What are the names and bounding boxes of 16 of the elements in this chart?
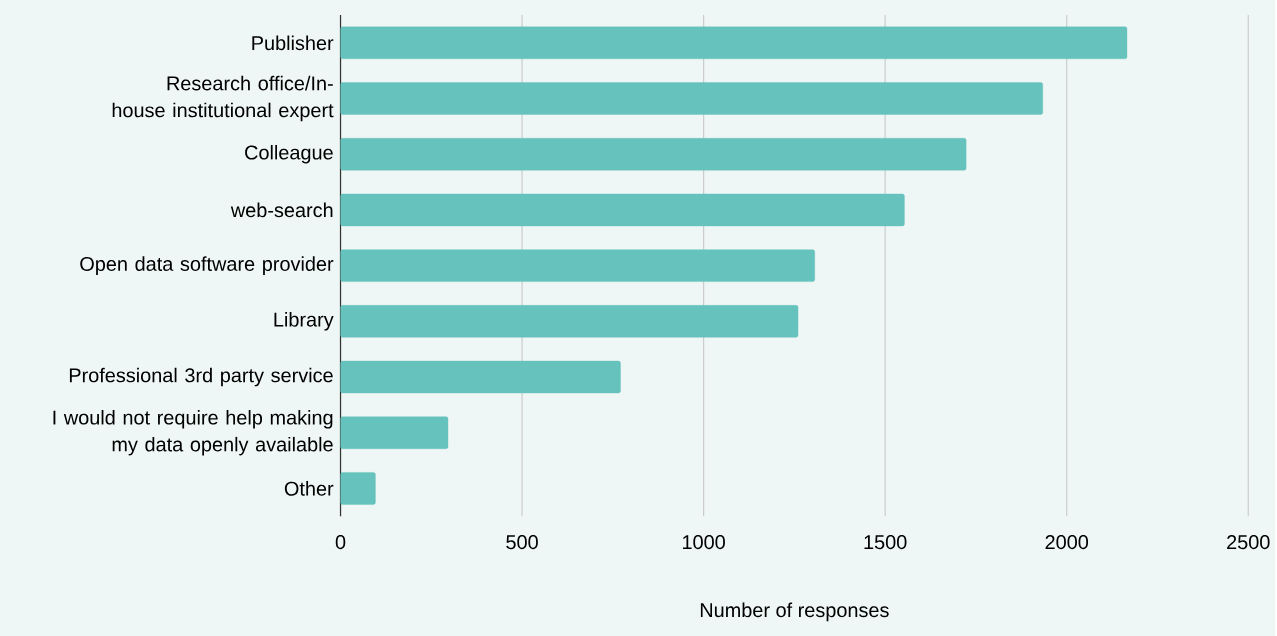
y-tick-label: Publisher bbox=[252, 35, 334, 51]
x-tick-label: 2000 bbox=[1045, 535, 1089, 550]
y-tick-label: Open data software provider bbox=[80, 256, 334, 275]
y-tick-label: I would not require help making my data openly available bbox=[53, 409, 333, 456]
y-tick-label: Colleague bbox=[245, 144, 333, 164]
y-tick-label: web-search bbox=[230, 202, 333, 218]
y-tick-label: Professional 3rd party service bbox=[69, 367, 333, 387]
y-tick-label: Other bbox=[284, 481, 334, 496]
x-axis-title: Number of responses bbox=[700, 602, 889, 622]
x-tick-label: 1500 bbox=[864, 535, 907, 550]
y-tick-label: Library bbox=[274, 312, 334, 331]
x-tick-label: 2500 bbox=[1227, 535, 1270, 550]
x-tick-label: 500 bbox=[506, 535, 538, 550]
x-tick-label: 0 bbox=[335, 535, 346, 550]
x-tick-label: 1000 bbox=[682, 535, 725, 550]
y-tick-label: Research office/In-house institutional expert bbox=[112, 75, 334, 122]
